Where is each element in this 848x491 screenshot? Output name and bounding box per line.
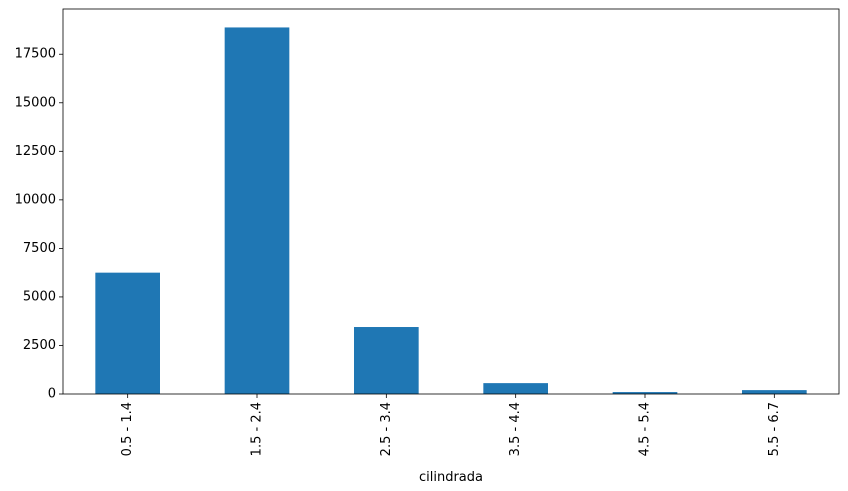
bar-6: [742, 390, 807, 394]
y-tick-label-5: 10000: [15, 192, 56, 207]
x-axis-label: cilindrada: [419, 470, 483, 485]
plot-area: 0.5 - 1.4 1.5 - 2.4 2.5 - 3.4 3.5 - 4.4 4.5 …: [15, 8, 840, 456]
x-tick-label-1: 0.5 - 1.4: [120, 402, 135, 456]
bar-2: [224, 27, 290, 395]
y-tick-label-7: 15000: [15, 95, 56, 110]
x-tick-label-4: 3.5 - 4.4: [508, 402, 523, 456]
bar-1: [95, 272, 160, 394]
bar-5: [612, 392, 678, 394]
y-tick-label-2: 2500: [23, 338, 56, 353]
bar-4: [483, 383, 548, 394]
plot-frame: [62, 8, 840, 395]
x-tick-label-3: 2.5 - 3.4: [379, 402, 394, 456]
y-tick-label-4: 7500: [23, 241, 56, 256]
bar-3: [354, 327, 419, 394]
y-tick-label-6: 12500: [15, 144, 56, 159]
y-tick-label-1: 0: [48, 387, 56, 402]
y-tick-label-8: 17500: [15, 47, 56, 62]
x-tick-label-2: 1.5 - 2.4: [250, 402, 265, 456]
x-tick-label-6: 5.5 - 6.7: [767, 402, 782, 456]
y-tick-label-3: 5000: [23, 289, 56, 304]
x-tick-label-5: 4.5 - 5.4: [638, 402, 653, 456]
